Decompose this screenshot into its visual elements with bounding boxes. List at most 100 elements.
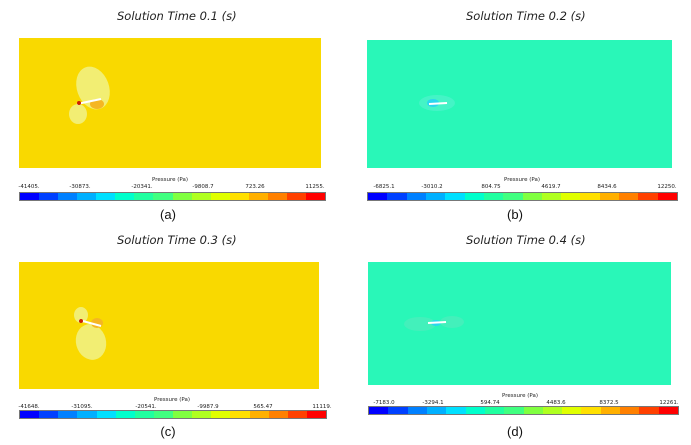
colorbar-segment <box>268 411 288 418</box>
panel-b-colorbar-title: Pressure (Pa) <box>504 177 540 183</box>
colorbar-segment <box>115 411 135 418</box>
colorbar-segment <box>562 407 582 414</box>
colorbar-segment <box>407 407 427 414</box>
panel-c-colorbar-title: Pressure (Pa) <box>154 397 190 403</box>
panel-b-field-background <box>367 40 672 168</box>
panel-b-title: Solution Time 0.2 (s) <box>466 9 586 23</box>
panel-d-colorbar <box>368 406 679 415</box>
colorbar-segment <box>77 193 97 200</box>
panel-d-tick-5: 12261. <box>659 400 679 406</box>
colorbar-segment <box>503 193 523 200</box>
colorbar-segment <box>230 411 250 418</box>
panel-d-colorbar-title: Pressure (Pa) <box>502 393 538 399</box>
panel-b-field-svg <box>367 40 672 168</box>
panel-b-tick-4: 8434.6 <box>597 184 617 190</box>
colorbar-segment <box>522 193 542 200</box>
panel-d-pressure-field <box>368 262 671 385</box>
colorbar-segment <box>638 193 658 200</box>
panel-c-lower-lobe <box>75 324 107 360</box>
colorbar-segment <box>426 407 447 414</box>
colorbar-segment <box>306 411 326 418</box>
panel-a-field-background <box>19 38 321 168</box>
panel-b-tick-5: 12250. <box>657 184 677 190</box>
panel-a-tick-2: -20341. <box>131 184 153 190</box>
colorbar-segment <box>153 193 173 200</box>
colorbar-segment <box>192 411 212 418</box>
colorbar-segment <box>369 407 389 414</box>
panel-d-caption: (d) <box>507 424 523 439</box>
panel-b-colorbar <box>367 192 678 201</box>
colorbar-segment <box>561 193 581 200</box>
panel-b-caption: (b) <box>507 207 523 222</box>
colorbar-segment <box>542 407 563 414</box>
colorbar-segment <box>77 411 97 418</box>
panel-d-tick-1: -3294.1 <box>422 400 444 406</box>
panel-b-tick-2: 804.75 <box>481 184 501 190</box>
colorbar-segment <box>20 193 40 200</box>
colorbar-segment <box>210 193 230 200</box>
colorbar-segment <box>211 411 231 418</box>
panel-b-tick-3: 4619.7 <box>541 184 561 190</box>
panel-c-tick-1: -31095. <box>71 404 93 410</box>
colorbar-segment <box>20 411 40 418</box>
panel-c-pressure-field <box>19 262 319 389</box>
colorbar-segment <box>406 193 426 200</box>
panel-a-pressure-field <box>19 38 321 168</box>
panel-c-tick-4: 565.47 <box>253 404 273 410</box>
colorbar-segment <box>541 193 562 200</box>
panel-c-tick-0: -41648. <box>18 404 40 410</box>
colorbar-segment <box>58 411 78 418</box>
colorbar-segment <box>465 407 485 414</box>
panel-a-colorbar <box>19 192 326 201</box>
panel-a-field-svg <box>19 38 321 168</box>
panel-c-caption: (c) <box>160 424 176 439</box>
panel-c-title: Solution Time 0.3 (s) <box>117 233 237 247</box>
panel-a-lower-lobe <box>69 104 87 124</box>
panel-b-tick-0: -6825.1 <box>373 184 395 190</box>
colorbar-segment <box>445 193 465 200</box>
panel-d-blade <box>427 321 447 324</box>
colorbar-segment <box>446 407 466 414</box>
colorbar-segment <box>484 407 505 414</box>
colorbar-segment <box>134 193 154 200</box>
panel-a-upper-lobe <box>76 66 110 110</box>
colorbar-segment <box>581 407 601 414</box>
panel-d-title: Solution Time 0.4 (s) <box>466 233 586 247</box>
colorbar-segment <box>58 193 78 200</box>
panel-a-blade <box>76 98 102 105</box>
panel-c-colorbar <box>19 410 327 419</box>
panel-d-left-wake <box>404 317 436 331</box>
panel-c-tick-2: -20541. <box>135 404 157 410</box>
colorbar-segment <box>115 193 135 200</box>
colorbar-segment <box>191 193 211 200</box>
colorbar-segment <box>267 193 287 200</box>
panel-c-blade-tip <box>79 319 83 323</box>
colorbar-segment <box>286 193 306 200</box>
colorbar-segment <box>639 407 659 414</box>
colorbar-segment <box>39 411 59 418</box>
colorbar-segment <box>387 193 407 200</box>
colorbar-segment <box>599 193 620 200</box>
panel-a-colorbar-title: Pressure (Pa) <box>152 177 188 183</box>
panel-d-tick-2: 594.74 <box>480 400 500 406</box>
colorbar-segment <box>657 193 677 200</box>
colorbar-segment <box>249 411 269 418</box>
colorbar-segment <box>464 193 484 200</box>
panel-c-tick-5: 11119. <box>312 404 332 410</box>
colorbar-segment <box>483 193 504 200</box>
colorbar-segment <box>229 193 249 200</box>
panel-d-tick-0: -7183.0 <box>373 400 395 406</box>
panel-b-tick-1: -3010.2 <box>421 184 443 190</box>
panel-c-tick-3: -9987.9 <box>197 404 219 410</box>
panel-a-title: Solution Time 0.1 (s) <box>117 9 237 23</box>
panel-d-right-wake <box>440 316 464 328</box>
panel-a-tick-3: -9808.7 <box>192 184 214 190</box>
colorbar-segment <box>523 407 543 414</box>
panel-c-field-background <box>19 262 319 389</box>
colorbar-segment <box>96 411 116 418</box>
colorbar-segment <box>425 193 446 200</box>
colorbar-segment <box>619 193 639 200</box>
panel-a-tick-4: 723.26 <box>245 184 265 190</box>
colorbar-segment <box>580 193 600 200</box>
panel-a-caption: (a) <box>160 207 176 222</box>
